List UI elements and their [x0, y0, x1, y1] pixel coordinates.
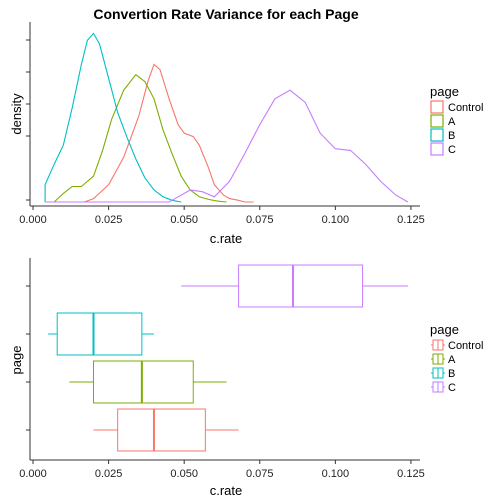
legend-key-b [430, 128, 444, 142]
legend-item-control: Control [431, 339, 483, 352]
boxplot-box-b [56, 312, 143, 356]
boxplot-x-tick-label: 0.125 [397, 468, 425, 480]
boxplot-x-tick-label: 0.100 [322, 468, 350, 480]
boxplot-legend: page Control ABC [430, 322, 483, 394]
boxplot-chart: 0.000 0.025 0.050 0.075 0.100 0.125 c.rate pa… [9, 258, 483, 498]
density-series-group [44, 32, 409, 203]
boxplot-a [69, 360, 227, 404]
density-line-a [53, 73, 227, 203]
density-x-tick-label: 0.050 [170, 214, 198, 226]
boxplot-box-c [238, 264, 364, 308]
legend-key-c [430, 142, 444, 156]
boxplot-box-control [117, 408, 206, 452]
density-x-ticks: 0.000 0.025 0.050 0.075 0.100 0.125 [19, 206, 425, 226]
density-x-axis-title: c.rate [210, 231, 243, 246]
density-line-b [44, 32, 182, 203]
legend-label-c: C [448, 144, 456, 156]
boxplot-box-a [92, 360, 194, 404]
boxplot-x-tick-label: 0.000 [19, 468, 47, 480]
legend-label-b: B [448, 130, 455, 142]
legend-label-control: Control [448, 102, 483, 114]
density-x-tick-label: 0.000 [19, 214, 47, 226]
density-line-control [84, 63, 254, 203]
legend-item-a: A [431, 353, 456, 366]
legend-item-b: B [431, 367, 455, 380]
legend-item-a: A [430, 114, 456, 128]
density-x-tick-label: 0.025 [95, 214, 123, 226]
legend-item-b: B [430, 128, 455, 142]
boxplot-y-axis-title: page [9, 346, 24, 375]
chart-title: Convertion Rate Variance for each Page [93, 6, 359, 22]
density-chart: Convertion Rate Variance for each Page 0… [9, 6, 483, 246]
boxplot-b [48, 312, 154, 356]
density-x-tick-label: 0.075 [246, 214, 274, 226]
legend-label-c: C [448, 382, 456, 394]
legend-title: page [430, 322, 459, 337]
boxplot-control [93, 408, 239, 452]
boxplot-x-axis-title: c.rate [210, 483, 243, 498]
legend-label-control: Control [448, 340, 483, 352]
boxplot-x-ticks: 0.000 0.025 0.050 0.075 0.100 0.125 [19, 460, 425, 480]
legend-title: page [430, 84, 459, 99]
legend-label-a: A [448, 116, 456, 128]
boxplot-y-ticks [26, 285, 30, 431]
legend-item-control: Control [430, 100, 483, 114]
density-line-c [45, 89, 409, 203]
density-x-tick-label: 0.125 [397, 214, 425, 226]
legend-key-a [430, 114, 444, 128]
density-y-ticks [26, 39, 30, 201]
boxplot-c [181, 264, 408, 308]
boxplot-x-tick-label: 0.075 [246, 468, 274, 480]
density-x-tick-label: 0.100 [322, 214, 350, 226]
density-y-axis-title: density [9, 93, 24, 135]
legend-key-control [430, 100, 444, 114]
legend-item-c: C [430, 142, 456, 156]
boxplot-series-group [48, 264, 408, 452]
density-legend: page Control ABC [430, 84, 483, 156]
legend-item-c: C [431, 381, 456, 394]
legend-label-b: B [448, 368, 455, 380]
boxplot-x-tick-label: 0.025 [95, 468, 123, 480]
boxplot-x-tick-label: 0.050 [170, 468, 198, 480]
legend-label-a: A [448, 354, 456, 366]
